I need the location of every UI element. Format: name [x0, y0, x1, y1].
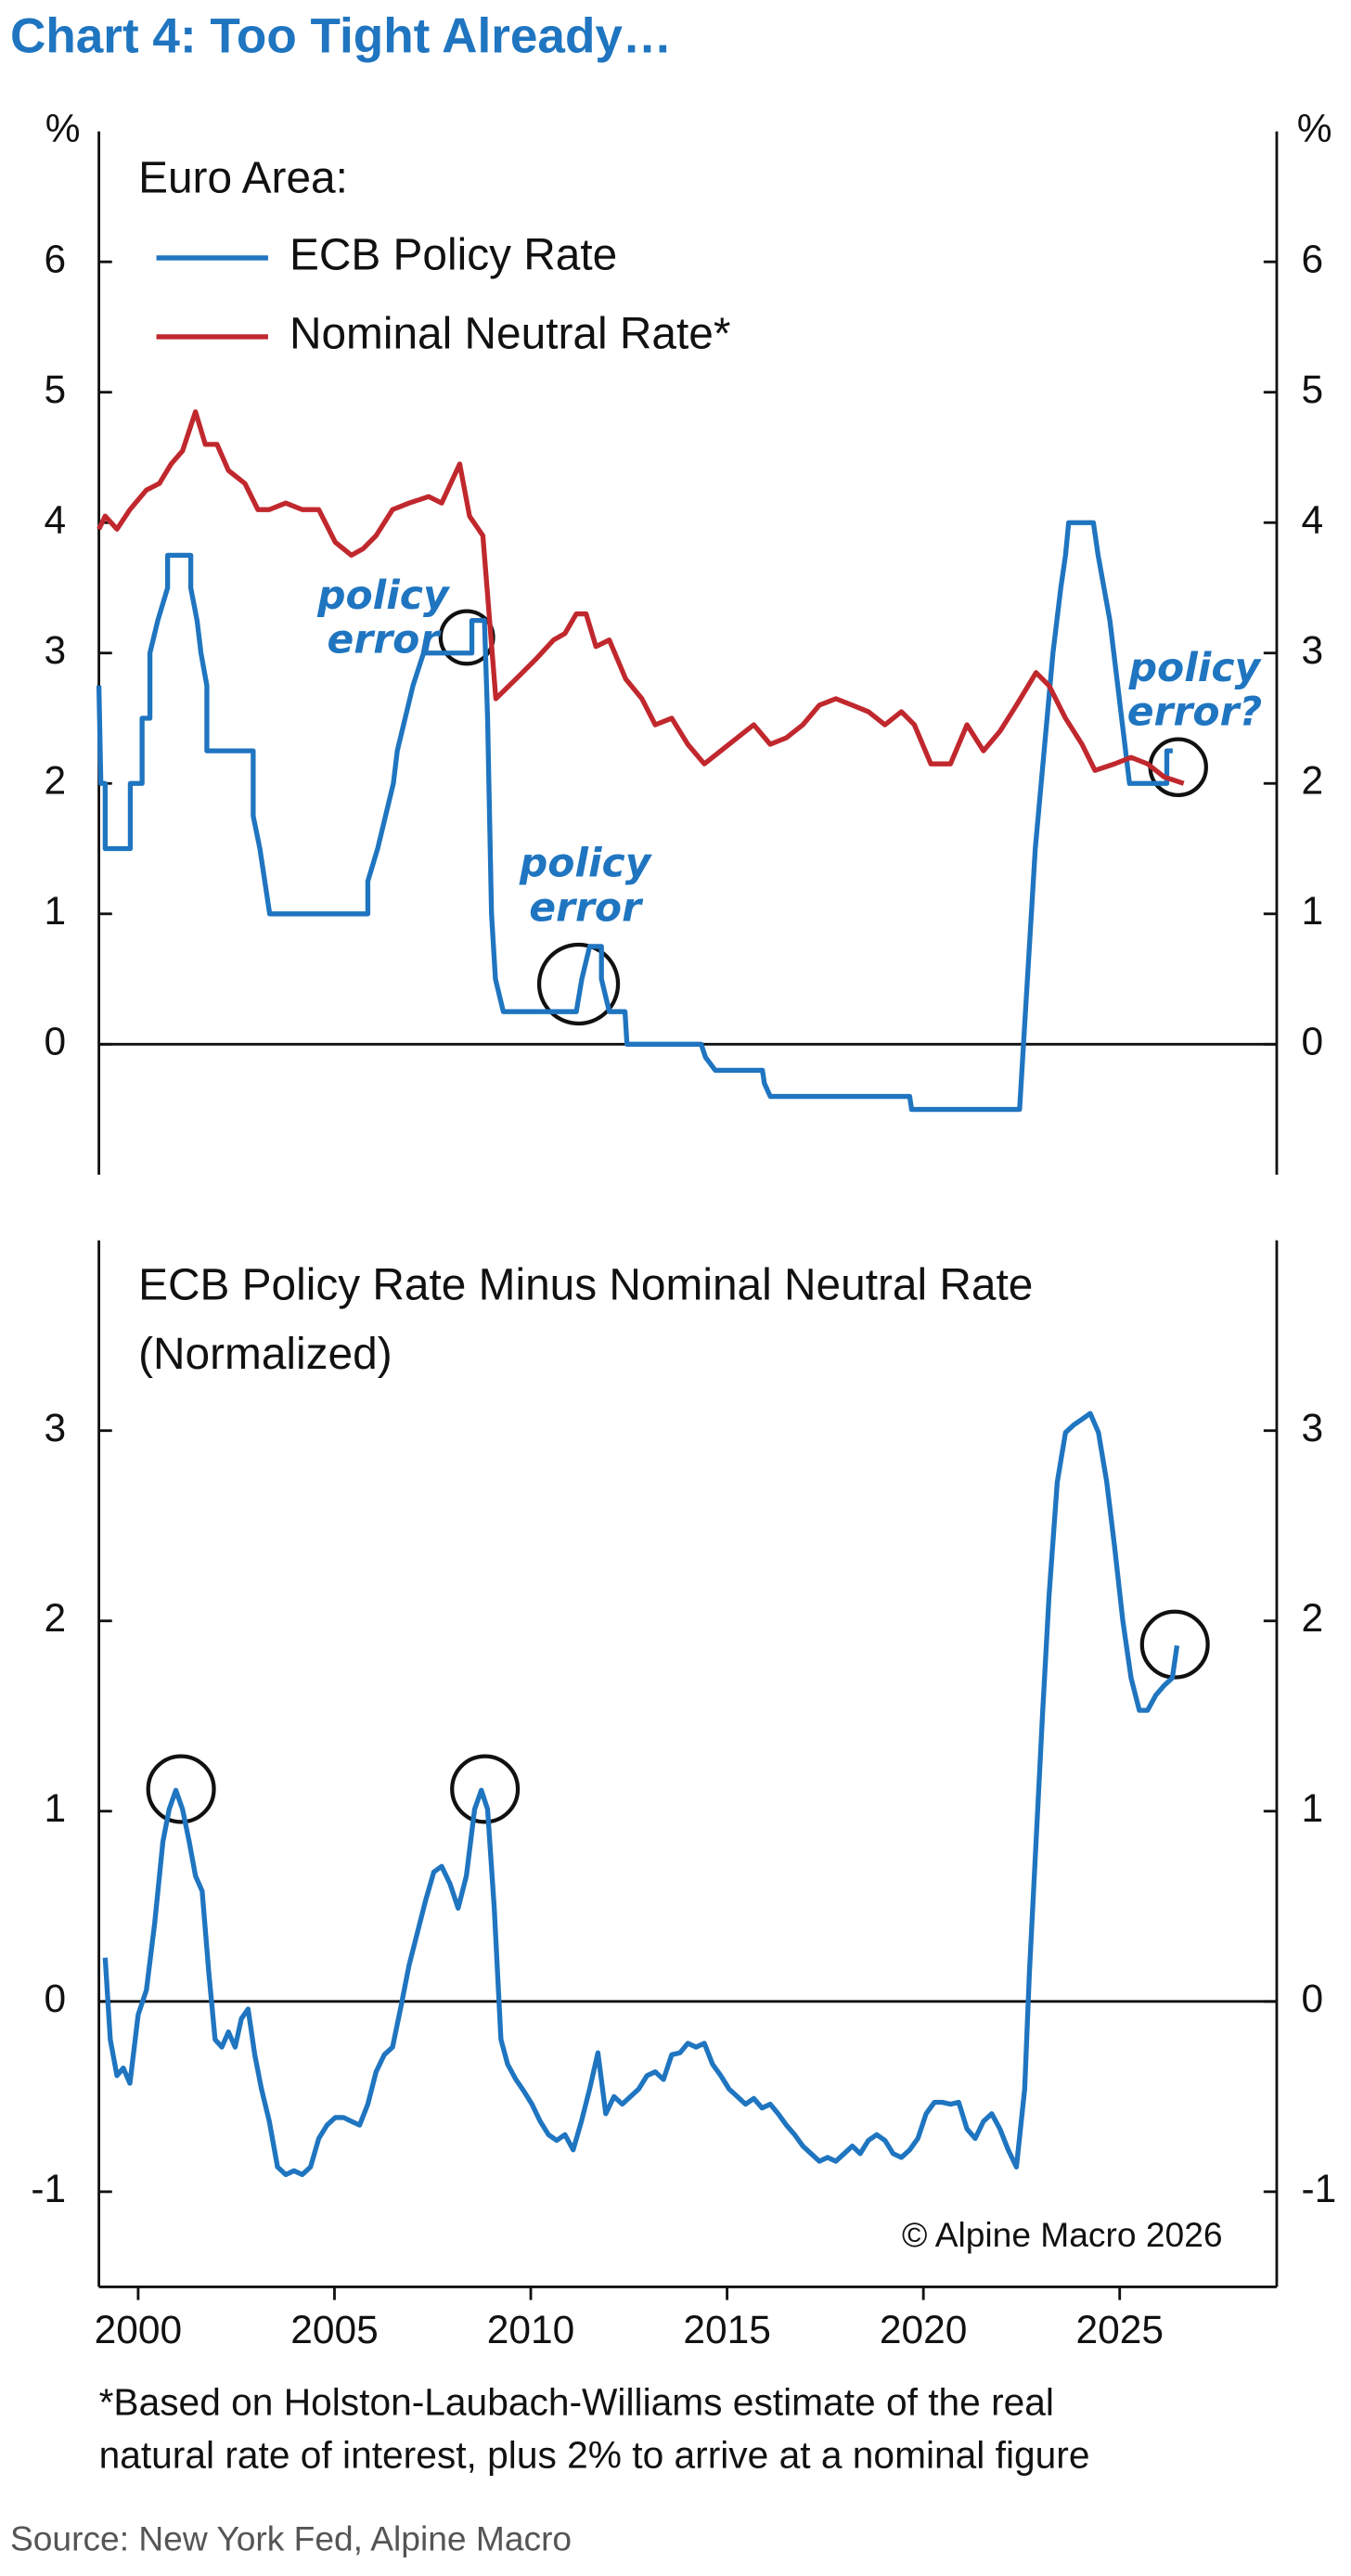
- y-tick-label: 4: [1302, 498, 1324, 542]
- y-unit: %: [1297, 108, 1332, 151]
- y-tick-label: 1: [45, 890, 67, 934]
- y-tick-label: 5: [1302, 368, 1324, 412]
- page-title: Chart 4: Too Tight Already…: [10, 9, 672, 64]
- y-tick-label: 5: [45, 368, 67, 412]
- y-tick-label: 0: [45, 1977, 67, 2021]
- y-tick-label: 3: [45, 1407, 67, 1450]
- y-tick-label: 0: [1302, 1021, 1324, 1064]
- legend-label: Nominal Neutral Rate*: [290, 310, 731, 359]
- data-line: [96, 409, 1185, 786]
- annotation: policy: [316, 573, 451, 619]
- y-tick-label: 1: [1302, 1787, 1324, 1831]
- x-tick-label: 2025: [1075, 2309, 1163, 2352]
- annotation: policy: [519, 842, 653, 887]
- y-tick-label: 2: [1302, 759, 1324, 803]
- annotation: policy: [1128, 646, 1263, 691]
- x-tick-label: 2010: [487, 2309, 574, 2352]
- y-tick-label: -1: [1302, 2168, 1337, 2211]
- data-line: [102, 1410, 1180, 2178]
- x-tick-label: 2000: [95, 2309, 182, 2352]
- highlight-circle: [450, 1754, 521, 1824]
- y-tick-label: -1: [31, 2168, 66, 2211]
- y-tick-label: 2: [45, 759, 67, 803]
- annotation: error: [529, 885, 644, 931]
- footnote: natural rate of interest, plus 2% to arr…: [99, 2433, 1090, 2476]
- y-tick-label: 4: [45, 498, 67, 542]
- y-tick-label: 1: [45, 1787, 67, 1831]
- highlight-circle: [536, 942, 621, 1026]
- x-tick-label: 2020: [880, 2309, 967, 2352]
- y-tick-label: 2: [1302, 1597, 1324, 1641]
- footnote: *Based on Holston-Laubach-Williams estim…: [99, 2381, 1054, 2424]
- y-tick-label: 6: [45, 238, 67, 281]
- y-tick-label: 0: [1302, 1977, 1324, 2021]
- y-tick-label: 3: [1302, 1407, 1324, 1450]
- highlight-circle: [146, 1754, 216, 1824]
- legend-title: Euro Area:: [138, 153, 348, 202]
- y-tick-label: 0: [45, 1021, 67, 1064]
- annotation: error: [327, 618, 442, 663]
- y-unit: %: [45, 108, 81, 151]
- legend-label: ECB Policy Rate: [290, 231, 617, 280]
- y-tick-label: 2: [45, 1597, 67, 1641]
- chart-title: (Normalized): [138, 1330, 392, 1379]
- x-tick-label: 2005: [290, 2309, 378, 2352]
- data-line: [96, 520, 1173, 1113]
- y-tick-label: 3: [45, 629, 67, 673]
- copyright: © Alpine Macro 2026: [902, 2215, 1222, 2254]
- y-tick-label: 1: [1302, 890, 1324, 934]
- x-tick-label: 2015: [683, 2309, 770, 2352]
- y-tick-label: 6: [1302, 238, 1324, 281]
- y-tick-label: 3: [1302, 629, 1324, 673]
- annotation: error?: [1127, 690, 1262, 736]
- chart-title: ECB Policy Rate Minus Nominal Neutral Ra…: [138, 1261, 1033, 1310]
- source: Source: New York Fed, Alpine Macro: [10, 2519, 572, 2558]
